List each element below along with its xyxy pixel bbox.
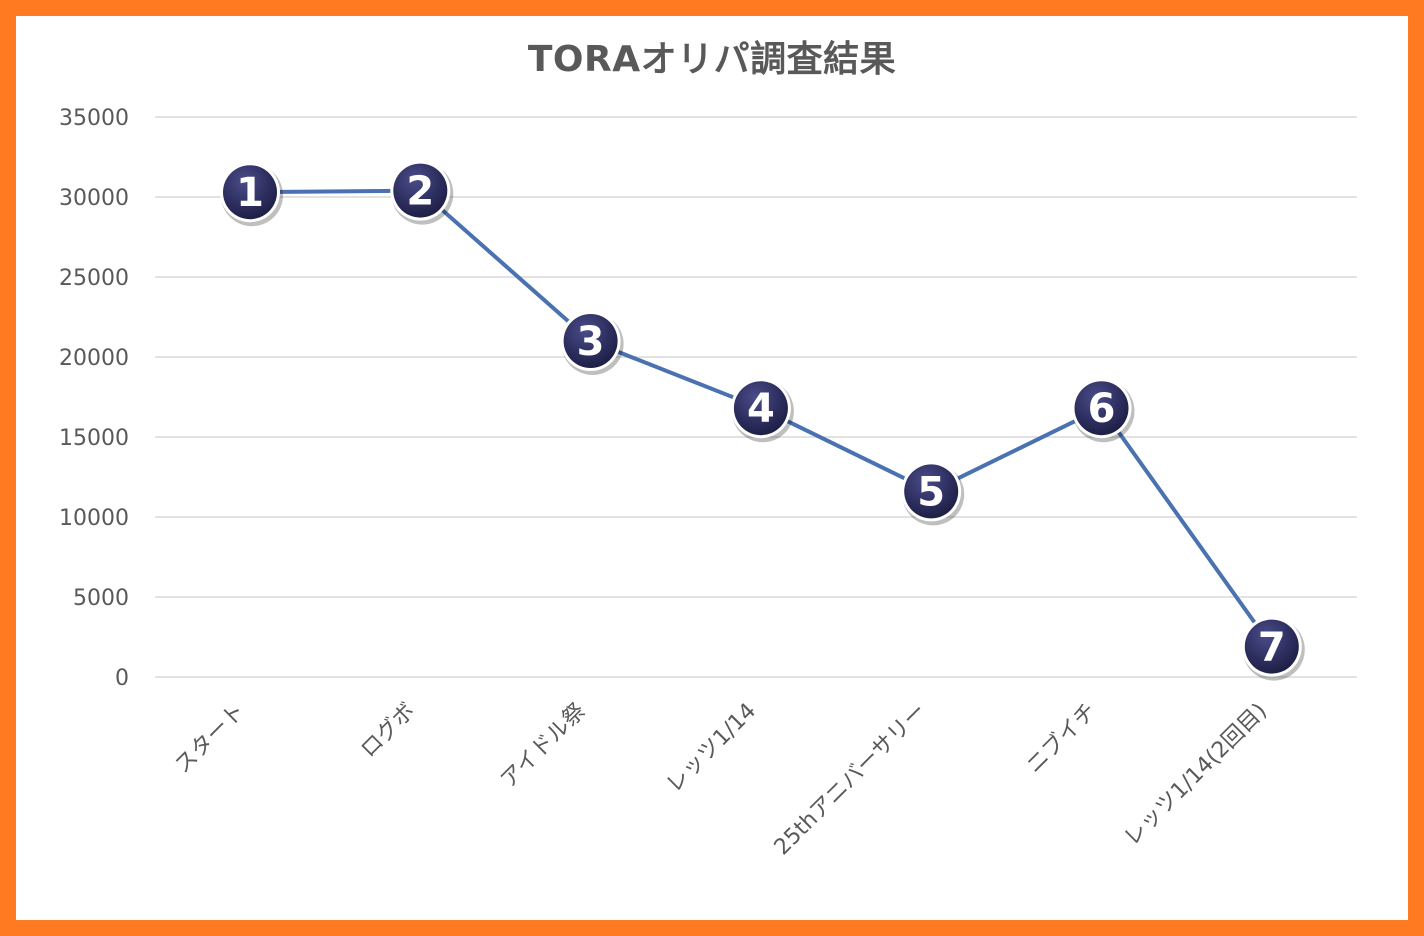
data-point-label: 5 bbox=[917, 469, 945, 515]
data-point bbox=[1074, 381, 1129, 436]
data-point-label: 4 bbox=[747, 386, 775, 432]
chart-title: TORAオリパ調査結果 bbox=[527, 39, 897, 80]
data-point-label: 3 bbox=[577, 319, 605, 365]
y-tick-label: 30000 bbox=[59, 186, 129, 211]
y-tick-label: 35000 bbox=[59, 106, 129, 131]
y-tick-label: 0 bbox=[115, 666, 129, 691]
data-point bbox=[563, 314, 618, 368]
x-tick-label: レッツ1/14 bbox=[662, 699, 761, 798]
data-point bbox=[223, 165, 277, 220]
data-point bbox=[393, 163, 448, 218]
x-tick-label: スタート bbox=[170, 699, 250, 779]
y-tick-label: 15000 bbox=[59, 426, 129, 451]
y-tick-label: 25000 bbox=[59, 266, 129, 291]
data-point-label: 6 bbox=[1088, 386, 1116, 432]
data-point bbox=[904, 464, 959, 519]
x-tick-label: アイドル祭 bbox=[496, 699, 591, 794]
data-point bbox=[1244, 619, 1299, 674]
data-point bbox=[733, 381, 788, 436]
data-point-label: 1 bbox=[236, 170, 264, 216]
x-tick-label: 25thアニバーサリー bbox=[770, 699, 932, 861]
x-tick-label: レッツ1/14(2回目) bbox=[1120, 699, 1272, 851]
x-tick-label: ログボ bbox=[356, 699, 420, 763]
x-tick-label: ニブイチ bbox=[1022, 699, 1102, 779]
y-tick-label: 20000 bbox=[59, 346, 129, 371]
y-tick-label: 5000 bbox=[73, 586, 129, 611]
y-tick-label: 10000 bbox=[59, 506, 129, 531]
data-point-label: 2 bbox=[406, 169, 434, 215]
data-point-label: 7 bbox=[1258, 625, 1286, 671]
